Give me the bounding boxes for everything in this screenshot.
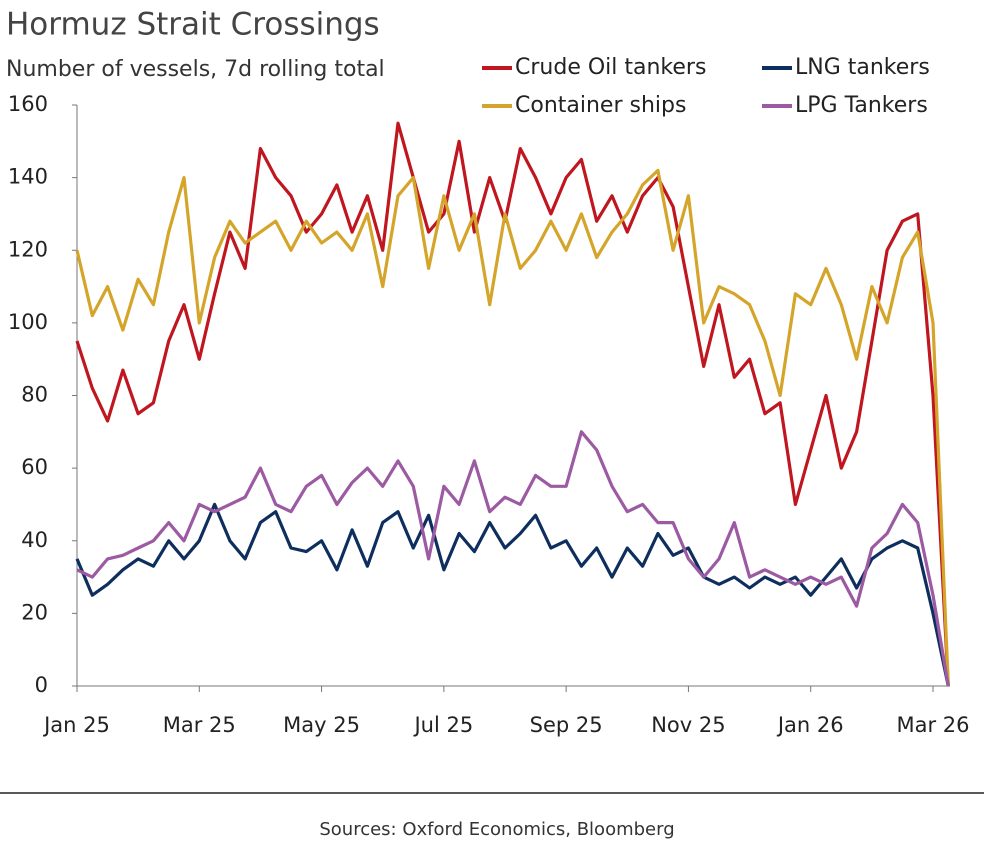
x-tick-label: Mar 25: [163, 713, 236, 737]
x-tick-label: May 25: [283, 713, 360, 737]
series-line: [76, 430, 950, 687]
x-tick-label: Sep 25: [530, 713, 603, 737]
x-tick-label: Nov 25: [651, 713, 725, 737]
y-tick-label: 0: [35, 673, 48, 697]
x-tick-label: Jan 26: [776, 713, 844, 737]
y-tick-label: 20: [21, 600, 48, 624]
y-tick-label: 160: [8, 92, 48, 116]
x-tick-label: Mar 26: [896, 713, 969, 737]
y-tick-label: 140: [8, 165, 48, 189]
series-line: [75, 502, 950, 687]
x-tick-label: Jul 25: [412, 713, 473, 737]
series-line: [75, 168, 950, 687]
y-tick-label: 120: [8, 237, 48, 261]
y-tick-label: 80: [21, 383, 48, 407]
legend-label: Container ships: [515, 93, 686, 118]
chart-title: Hormuz Strait Crossings: [6, 7, 380, 43]
y-tick-label: 60: [21, 455, 48, 479]
source-note: Sources: Oxford Economics, Bloomberg: [319, 819, 674, 840]
y-tick-label: 100: [8, 310, 48, 334]
chart-subtitle: Number of vessels, 7d rolling total: [6, 57, 385, 82]
y-tick-label: 40: [21, 528, 48, 552]
legend-label: Crude Oil tankers: [515, 55, 706, 80]
legend-label: LNG tankers: [795, 55, 930, 80]
x-tick-label: Jan 25: [42, 713, 110, 737]
series-line: [75, 121, 950, 687]
legend-label: LPG Tankers: [795, 93, 928, 118]
